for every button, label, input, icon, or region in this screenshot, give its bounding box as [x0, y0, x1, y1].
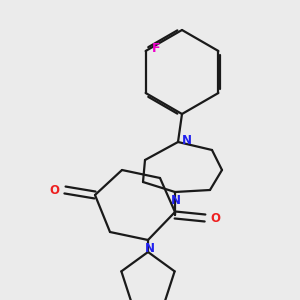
- Text: N: N: [182, 134, 192, 146]
- Text: O: O: [49, 184, 59, 196]
- Text: N: N: [171, 194, 181, 206]
- Text: F: F: [152, 43, 160, 56]
- Text: N: N: [145, 242, 155, 254]
- Text: O: O: [210, 212, 220, 224]
